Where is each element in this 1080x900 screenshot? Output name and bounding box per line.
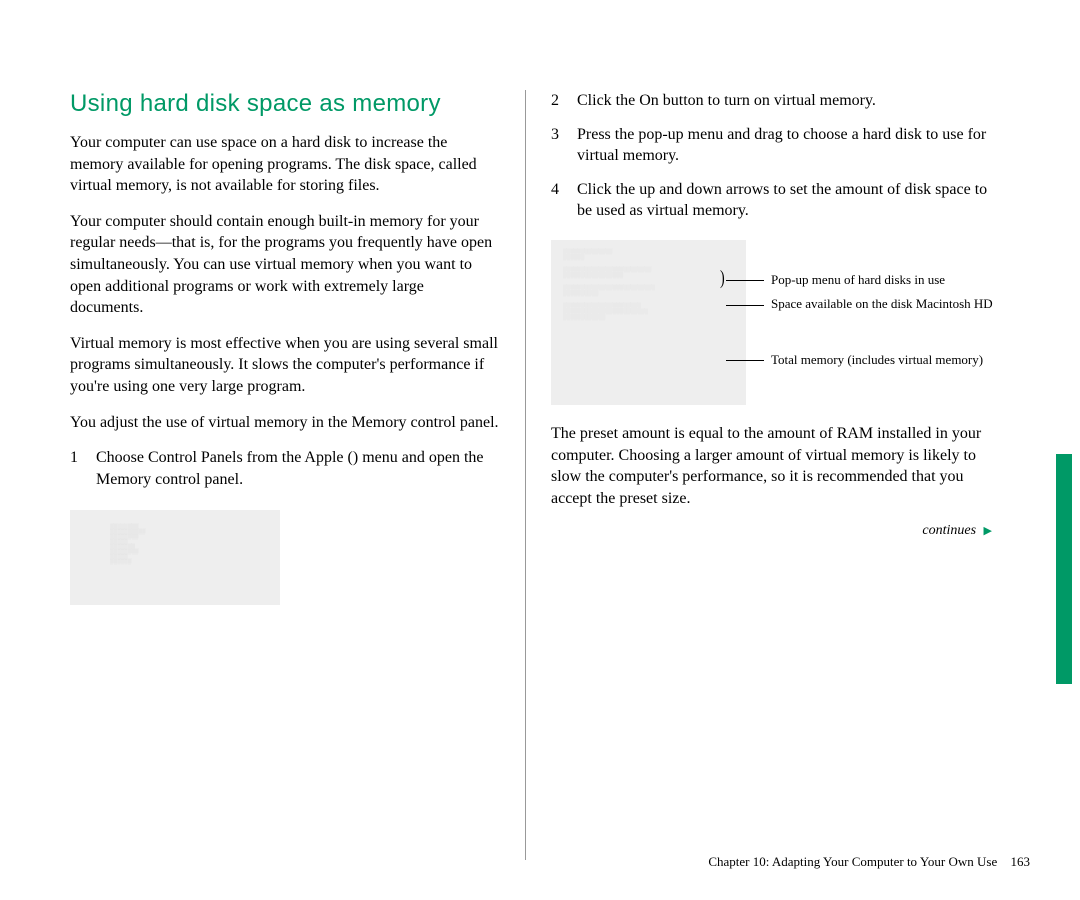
- step-4: 4 Click the up and down arrows to set th…: [551, 179, 1000, 222]
- continues-indicator: continues ▶: [551, 523, 1000, 539]
- step-number: 4: [551, 179, 577, 222]
- page-edge-tab: [1056, 454, 1072, 684]
- chapter-label: Chapter 10: Adapting Your Computer to Yo…: [708, 854, 997, 869]
- screenshot-texture: ░░░░░░░░░░░░░░░░░░░░░░░░░░░░░░░░░░░░░░░░…: [551, 240, 746, 405]
- continues-text: continues: [922, 523, 976, 538]
- callout-line: [726, 360, 764, 361]
- step-1: 1 Choose Control Panels from the Apple (…: [70, 447, 500, 490]
- section-heading: Using hard disk space as memory: [70, 90, 500, 118]
- right-column: 2 Click the On button to turn on virtual…: [525, 90, 1000, 860]
- step-number: 1: [70, 447, 96, 490]
- step-number: 3: [551, 124, 577, 167]
- screenshot-texture: ░░░░░░░░░░░░░░░░░░░░░░░░░░░░░░░░░░░░░░░░…: [70, 510, 280, 605]
- step-2: 2 Click the On button to turn on virtual…: [551, 90, 1000, 112]
- step-number: 2: [551, 90, 577, 112]
- step-text: Click the up and down arrows to set the …: [577, 179, 1000, 222]
- callout-line: [726, 280, 764, 281]
- paragraph: Your computer can use space on a hard di…: [70, 132, 500, 197]
- callout-3: Total memory (includes virtual memory): [771, 352, 983, 368]
- step-3: 3 Press the pop-up menu and drag to choo…: [551, 124, 1000, 167]
- step-text: Click the On button to turn on virtual m…: [577, 90, 1000, 112]
- page-number: 163: [1011, 854, 1031, 869]
- screenshot-with-callouts: ░░░░░░░░░░░░░░░░░░░░░░░░░░░░░░░░░░░░░░░░…: [551, 240, 1000, 405]
- callout-brace-icon: ): [720, 269, 725, 291]
- page-footer: Chapter 10: Adapting Your Computer to Yo…: [708, 854, 1030, 870]
- step-text: Press the pop-up menu and drag to choose…: [577, 124, 1000, 167]
- paragraph: The preset amount is equal to the amount…: [551, 423, 1000, 509]
- callout-2: Space available on the disk Macintosh HD: [771, 296, 993, 312]
- paragraph: Virtual memory is most effective when yo…: [70, 333, 500, 398]
- paragraph: You adjust the use of virtual memory in …: [70, 412, 500, 434]
- screenshot-virtual-memory: ░░░░░░░░░░░░░░░░░░░░░░░░░░░░░░░░░░░░░░░░…: [551, 240, 746, 405]
- callout-1: Pop-up menu of hard disks in use: [771, 272, 945, 288]
- screenshot-memory-panel: ░░░░░░░░░░░░░░░░░░░░░░░░░░░░░░░░░░░░░░░░…: [70, 510, 280, 605]
- callout-line: [726, 305, 764, 306]
- continues-triangle-icon: ▶: [984, 525, 992, 537]
- paragraph: Your computer should contain enough buil…: [70, 211, 500, 319]
- step-text-a: Choose Control Panels from the Apple (: [96, 449, 353, 466]
- step-text: Choose Control Panels from the Apple () …: [96, 447, 500, 490]
- page-content: Using hard disk space as memory Your com…: [0, 0, 1080, 900]
- left-column: Using hard disk space as memory Your com…: [70, 90, 525, 860]
